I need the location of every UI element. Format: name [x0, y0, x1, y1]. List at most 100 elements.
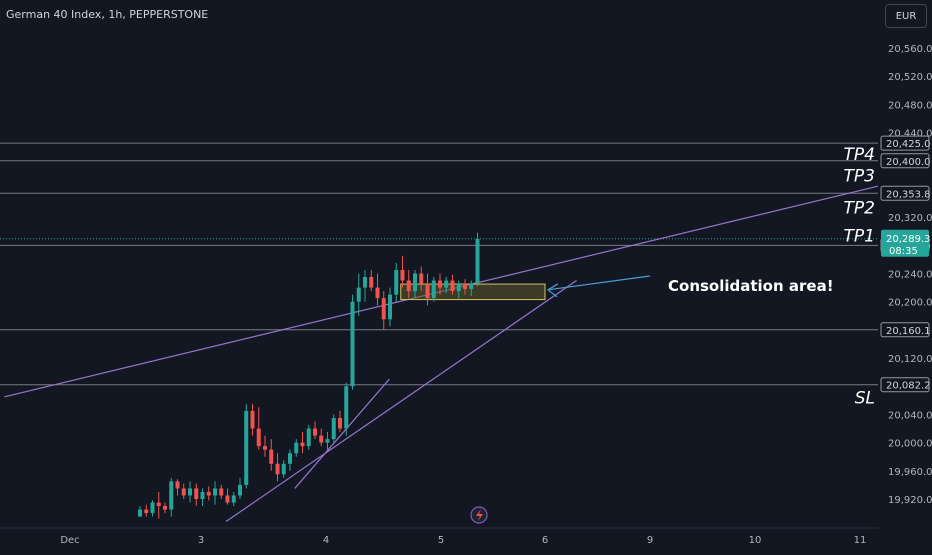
candle-body [438, 280, 442, 288]
candle-body [338, 417, 342, 429]
candle-body [369, 277, 374, 288]
price-axis[interactable]: 20,560.0 20,520.0 20,480.0 20,440.0 20,320.0… [878, 0, 932, 550]
price-tick-label: 20,320.0 [888, 213, 932, 224]
price-tick-label: 19,960.0 [888, 467, 932, 478]
candle-body [219, 488, 224, 496]
level-price-box [880, 377, 930, 393]
time-axis[interactable]: Dec 3 4 5 6 9 10 11 [0, 527, 878, 546]
time-tick-label: 3 [198, 535, 204, 546]
level-tag-tp2: TP2 [844, 199, 875, 219]
candle-body [475, 238, 480, 284]
candle-body [244, 410, 249, 485]
annotation-arrow-group: Consolidation area! [546, 275, 834, 298]
level-price-box [880, 135, 930, 151]
candle-body [419, 273, 424, 285]
time-tick-label: 6 [542, 535, 548, 546]
candle-body [150, 502, 155, 514]
level-price-box [880, 185, 930, 201]
price-tick-label: 20,000.0 [888, 439, 932, 450]
price-tick-label: 19,920.0 [888, 495, 932, 506]
level-tag-sl: SL [855, 389, 875, 409]
symbol-title: German 40 Index, 1h, PEPPERSTONE [6, 8, 209, 21]
lightning-icon[interactable] [470, 506, 488, 524]
candle-body [213, 488, 217, 496]
candle-body [394, 269, 399, 295]
current-price-label: 20,289.3 [886, 234, 931, 245]
candle-body [238, 484, 242, 496]
level-price-label: 20,400.0 [886, 157, 931, 168]
level-price-box [880, 322, 930, 338]
time-tick-label: Dec [60, 535, 79, 546]
price-tick-label: 20,040.0 [888, 410, 932, 421]
current-price-box [881, 229, 929, 257]
candle-body [163, 506, 167, 510]
candle-body [400, 269, 405, 281]
level-price-box [880, 153, 930, 169]
candle-body [231, 495, 236, 503]
price-tick-label: 20,240.0 [888, 270, 932, 281]
trendline [294, 378, 390, 489]
annotation-text: Consolidation area! [668, 277, 834, 295]
candle-body [313, 428, 317, 436]
candle-body [181, 488, 186, 496]
price-tick-label: 20,560.0 [888, 44, 932, 55]
countdown-label: 08:35 [889, 246, 918, 257]
price-tick-label: 20,440.0 [888, 129, 932, 140]
candle-body [138, 509, 142, 517]
candle-body [275, 463, 280, 475]
time-tick-label: 4 [323, 535, 329, 546]
time-tick-label: 10 [749, 535, 762, 546]
level-price-label: 20,353.8 [886, 189, 931, 200]
annotation-arrow [547, 275, 651, 291]
currency-button[interactable]: EUR [885, 4, 927, 28]
candle-body [425, 284, 430, 299]
price-tick-label: 20,480.0 [888, 100, 932, 111]
candles [138, 232, 480, 519]
level-tag-tp4: TP4 [844, 145, 875, 165]
candle-body [344, 386, 349, 429]
annotation-arrow-head [546, 283, 559, 298]
candle-body [463, 284, 467, 290]
candle-body [175, 481, 180, 489]
candle-body [363, 277, 367, 288]
candle-body [269, 449, 274, 464]
time-tick-label: 5 [438, 535, 444, 546]
candle-body [388, 294, 392, 320]
candle-body [431, 280, 436, 299]
candle-body [156, 502, 161, 507]
candle-body [356, 287, 361, 302]
level-tag-tp3: TP3 [844, 166, 875, 186]
trendline [225, 280, 577, 523]
candle-body [469, 283, 474, 290]
time-tick-label: 11 [854, 535, 867, 546]
candle-body [444, 280, 449, 288]
level-price-label: 20,082.2 [886, 381, 931, 392]
candle-body [281, 463, 286, 475]
candle-body [306, 428, 311, 447]
price-tick-label: 20,120.0 [888, 354, 932, 365]
price-tick-label: 20,200.0 [888, 298, 932, 309]
candle-body [325, 439, 330, 443]
candle-body [200, 491, 205, 499]
candle-body [194, 488, 199, 499]
candle-body [206, 491, 211, 496]
candle-body [225, 495, 230, 503]
price-axis-background [878, 0, 932, 550]
candle-body [350, 301, 355, 387]
level-price-label: 20,160.1 [886, 326, 931, 337]
candle-body [413, 273, 417, 292]
candle-body [319, 435, 324, 443]
candle-body [144, 509, 149, 514]
candle-body [288, 453, 292, 464]
candle-body [188, 488, 192, 496]
level-tag-tp1: TP1 [844, 226, 875, 246]
price-tick-label: 20,520.0 [888, 72, 932, 83]
candle-body [456, 284, 461, 292]
candle-body [450, 280, 455, 292]
candle-body [381, 298, 386, 320]
candle-body [300, 442, 305, 447]
